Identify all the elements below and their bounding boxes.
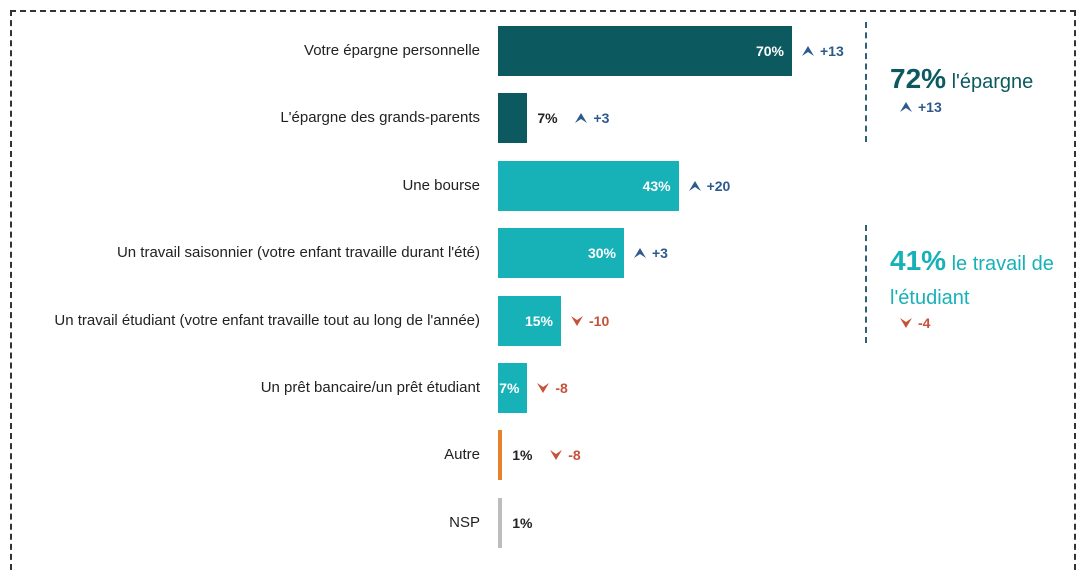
up-arrow — [802, 46, 814, 56]
annotation-text: 41% le travail de l'étudiant — [890, 244, 1075, 315]
change: +13 — [802, 43, 844, 59]
bar — [498, 160, 679, 211]
annotation-label: le travail de l'étudiant — [890, 253, 1054, 309]
bar — [498, 430, 503, 481]
annotation-change-label: +13 — [918, 99, 942, 115]
annotation-change-label: -4 — [918, 315, 931, 331]
category-label: Un prêt bancaire/un prêt étudiant — [260, 379, 480, 396]
change: -10 — [571, 313, 609, 329]
change-label: +13 — [820, 43, 844, 59]
annotation-value: 72% — [890, 63, 947, 94]
value-label: 1% — [512, 447, 533, 464]
change: +20 — [688, 177, 731, 194]
down-arrow — [900, 318, 912, 328]
bar — [498, 93, 528, 144]
bar — [498, 228, 624, 279]
change-label: +20 — [706, 177, 731, 194]
value-label: 30% — [587, 245, 616, 262]
annotation: 41% le travail de l'étudiant -4 — [890, 244, 1075, 331]
value-label: 7% — [499, 380, 520, 396]
change-label: +3 — [593, 110, 610, 127]
value-label: 70% — [755, 43, 784, 59]
annotation: 72% l'épargne +13 — [890, 62, 1075, 115]
down-arrow — [571, 315, 583, 326]
change-label: -10 — [589, 312, 610, 329]
separator — [865, 22, 867, 142]
category-label: Un travail saisonnier (votre enfant trav… — [116, 244, 480, 262]
value-label: 43% — [642, 177, 671, 194]
category-label: NSP — [449, 513, 480, 531]
change-label: +3 — [652, 245, 668, 262]
change-label: -8 — [555, 380, 568, 396]
down-arrow — [550, 450, 563, 461]
category-label: Une bourse — [402, 176, 480, 194]
bar — [498, 497, 503, 548]
change: -8 — [550, 447, 581, 464]
change: +3 — [634, 245, 668, 261]
up-arrow — [900, 102, 912, 112]
up-arrow — [688, 180, 701, 191]
change-label: -8 — [568, 447, 581, 464]
frame — [10, 10, 1076, 570]
annotation-change: +13 — [900, 99, 1075, 115]
bar — [498, 26, 792, 76]
annotation-change: -4 — [900, 315, 1075, 331]
bar — [498, 295, 561, 346]
category-label: L'épargne des grands-parents — [280, 109, 480, 127]
down-arrow — [537, 383, 550, 393]
up-arrow — [575, 113, 588, 124]
bar — [498, 363, 528, 413]
change: -8 — [537, 380, 568, 396]
category-label: Votre épargne personnelle — [304, 42, 480, 59]
change: +3 — [575, 110, 609, 126]
annotation-label: l'épargne — [951, 71, 1034, 93]
up-arrow — [634, 248, 646, 259]
value-label: 15% — [524, 312, 553, 329]
value-label: 7% — [537, 110, 558, 127]
annotation-value: 41% — [890, 245, 947, 276]
category-label: Autre — [444, 446, 480, 464]
annotation-text: 72% l'épargne — [890, 62, 1075, 99]
category-label: Un travail étudiant (votre enfant travai… — [54, 311, 480, 329]
value-label: 1% — [512, 514, 533, 531]
separator — [865, 225, 867, 343]
